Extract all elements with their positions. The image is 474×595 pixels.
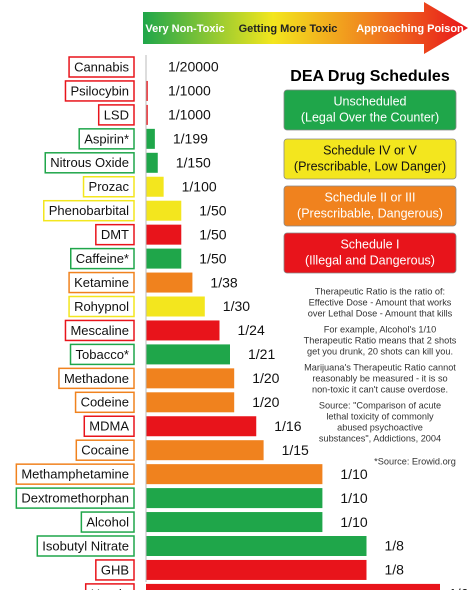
- header-label: Getting More Toxic: [239, 23, 338, 35]
- category-label: LSD: [104, 107, 129, 122]
- header-label: Approaching Poison: [356, 23, 464, 35]
- bar: [146, 177, 164, 197]
- note-text: over Lethal Dose - Amount that kills: [308, 308, 453, 318]
- note-text: Therapeutic Ratio means that 2 shots: [304, 335, 457, 345]
- value-label: 1/21: [248, 346, 275, 362]
- value-label: 1/38: [210, 274, 237, 290]
- bar: [146, 416, 256, 436]
- value-label: 1/10: [340, 514, 367, 530]
- category-label: DMT: [101, 227, 129, 242]
- value-label: 1/6: [449, 586, 469, 590]
- value-label: 1/8: [385, 538, 405, 554]
- chart-title: DEA Drug Schedules: [290, 68, 450, 85]
- note-text: abused psychoactive: [337, 422, 423, 432]
- category-label: Prozac: [89, 179, 130, 194]
- category-label: Aspirin*: [84, 131, 129, 146]
- legend-label: Schedule IV or V: [323, 143, 417, 157]
- category-label: Alcohol: [86, 514, 129, 529]
- category-label: MDMA: [89, 419, 129, 434]
- legend-label: Schedule I: [340, 237, 399, 251]
- value-label: 1/15: [282, 442, 309, 458]
- bar: [146, 129, 155, 149]
- category-label: Heroin: [91, 586, 129, 590]
- value-label: 1/50: [199, 202, 226, 218]
- value-label: 1/16: [274, 418, 301, 434]
- value-label: 1/50: [199, 226, 226, 242]
- legend-label: (Prescribable, Low Danger): [294, 159, 446, 173]
- legend-label: Schedule II or III: [324, 190, 415, 204]
- value-label: 1/8: [385, 562, 405, 578]
- bar: [146, 249, 181, 269]
- note-text: get you drunk, 20 shots can kill you.: [307, 346, 453, 356]
- category-label: GHB: [101, 562, 129, 577]
- bar: [146, 584, 440, 590]
- bar: [146, 560, 367, 580]
- bar: [146, 153, 158, 173]
- note-text: Therapeutic Ratio is the ratio of:: [315, 286, 445, 296]
- value-label: 1/30: [223, 298, 250, 314]
- category-label: Rohypnol: [74, 299, 129, 314]
- bar: [146, 512, 322, 532]
- bar: [146, 440, 264, 460]
- legend-label: Unscheduled: [334, 94, 407, 108]
- value-label: 1/100: [182, 178, 217, 194]
- bar: [146, 320, 220, 340]
- category-label: Tobacco*: [76, 347, 129, 362]
- category-label: Methadone: [64, 371, 129, 386]
- note-text: non-toxic it can't cause overdose.: [312, 384, 448, 394]
- value-label: 1/20: [252, 370, 279, 386]
- value-label: 1/50: [199, 250, 226, 266]
- value-label: 1/10: [340, 466, 367, 482]
- category-label: Mescaline: [70, 323, 129, 338]
- bar: [146, 225, 181, 245]
- bar: [146, 273, 192, 293]
- header-label: Very Non-Toxic: [145, 23, 224, 35]
- note-text: *Source: Erowid.org: [374, 456, 456, 466]
- bar: [146, 344, 230, 364]
- note-text: substances", Addictions, 2004: [319, 433, 441, 443]
- category-label: Nitrous Oxide: [50, 155, 129, 170]
- value-label: 1/1000: [168, 83, 211, 99]
- note-text: lethal toxicity of commonly: [326, 411, 434, 421]
- category-label: Isobutyl Nitrate: [42, 538, 129, 553]
- category-label: Psilocybin: [70, 83, 129, 98]
- category-label: Cocaine: [81, 443, 129, 458]
- note-text: Effective Dose - Amount that works: [309, 297, 452, 307]
- bar: [146, 488, 322, 508]
- category-label: Phenobarbital: [49, 203, 129, 218]
- value-label: 1/10: [340, 490, 367, 506]
- bar: [146, 392, 234, 412]
- legend-label: (Prescribable, Dangerous): [297, 206, 443, 220]
- note-text: reasonably be measured - it is so: [312, 373, 447, 383]
- category-label: Ketamine: [74, 275, 129, 290]
- value-label: 1/24: [238, 322, 265, 338]
- bar: [146, 464, 322, 484]
- category-label: Dextromethorphan: [21, 491, 129, 506]
- note-text: Source: "Comparison of acute: [319, 400, 441, 410]
- category-label: Codeine: [81, 395, 129, 410]
- value-label: 1/1000: [168, 107, 211, 123]
- bar: [146, 536, 367, 556]
- value-label: 1/150: [176, 155, 211, 171]
- category-label: Methamphetamine: [21, 467, 129, 482]
- value-label: 1/20: [252, 394, 279, 410]
- category-label: Cannabis: [74, 59, 129, 74]
- category-label: Caffeine*: [76, 251, 129, 266]
- legend-label: (Illegal and Dangerous): [305, 253, 435, 267]
- note-text: For example, Alcohol's 1/10: [324, 324, 437, 334]
- value-label: 1/20000: [168, 59, 219, 75]
- bar: [146, 201, 181, 221]
- value-label: 1/199: [173, 131, 208, 147]
- bar: [146, 368, 234, 388]
- legend-label: (Legal Over the Counter): [301, 110, 439, 124]
- bar: [146, 297, 205, 317]
- note-text: Marijuana's Therapeutic Ratio cannot: [304, 362, 456, 372]
